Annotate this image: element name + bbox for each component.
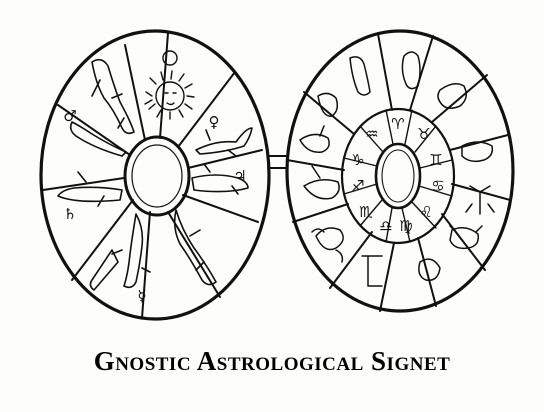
left-signet: ♂ ♀ ♃ ☿ ♄ — [39, 29, 271, 321]
mars-figure-icon — [91, 58, 135, 135]
zodiac-figure-icon — [317, 92, 339, 117]
right-middle-ring — [340, 107, 456, 245]
left-sector-dividers — [42, 32, 263, 319]
goat-icon — [299, 125, 330, 153]
leo-glyph-icon: ♌ — [419, 203, 432, 221]
archer-icon — [303, 165, 340, 200]
solar-figure-icon — [89, 249, 119, 291]
aries-glyph-icon: ♈ — [391, 115, 404, 133]
zodiac-figures — [299, 51, 495, 287]
left-center-ring — [123, 135, 191, 217]
libra-glyph-icon: ♎ — [379, 217, 392, 235]
left-center-inner — [131, 144, 183, 208]
scorpion-icon — [311, 228, 344, 263]
connector-link — [267, 155, 287, 169]
scales-icon — [315, 227, 344, 251]
saturn-symbol-icon: ♄ — [63, 205, 76, 223]
caption-title: Gnostic Astrological Signet — [93, 346, 451, 376]
right-center-ring — [374, 142, 422, 210]
right-inner-dividers — [343, 109, 453, 243]
capricorn-glyph-icon: ♑ — [351, 151, 364, 169]
venus-figure-icon — [195, 127, 253, 157]
jupiter-symbol-icon: ♃ — [233, 167, 246, 185]
crab-icon — [449, 225, 483, 250]
left-outer-ring — [39, 29, 271, 321]
right-outer-ring — [285, 29, 515, 313]
gemini-glyph-icon: ♊ — [429, 151, 442, 169]
mars-symbol-icon: ♂ — [63, 107, 76, 125]
mercury-symbol-icon: ☿ — [137, 287, 146, 305]
venus-symbol-icon: ♀ — [209, 113, 220, 131]
bull-icon — [461, 141, 494, 163]
virgin-icon — [361, 255, 383, 287]
taurus-glyph-icon: ♉ — [417, 125, 430, 143]
fish-icon — [401, 51, 421, 90]
right-center-inner — [381, 149, 415, 203]
scorpio-glyph-icon: ♏ — [359, 203, 373, 221]
twins-icon — [465, 185, 495, 215]
aquarius-glyph-icon: ♒ — [365, 125, 378, 143]
water-bearer-icon — [349, 56, 371, 96]
right-signet: ♈ ♉ ♊ ♋ ♌ ♍ ♎ ♏ ♐ ♑ ♒ — [285, 29, 515, 313]
inner-ring-glyphs: ♈ ♉ ♊ ♋ ♌ ♍ ♎ ♏ ♐ ♑ ♒ — [351, 115, 444, 235]
sagittarius-glyph-icon: ♐ — [351, 177, 364, 195]
cancer-glyph-icon: ♋ — [431, 177, 444, 195]
planetary-figure-icon — [57, 171, 123, 207]
jupiter-figure-icon — [191, 163, 249, 195]
saturn-figure-icon — [173, 209, 217, 286]
virgo-glyph-icon: ♍ — [399, 217, 412, 235]
sun-face-icon — [144, 50, 195, 120]
lion-icon — [418, 258, 441, 281]
signet-engraving: ♂ ♀ ♃ ☿ ♄ — [39, 29, 515, 321]
ram-icon — [437, 83, 467, 109]
luna-figure-icon — [69, 121, 127, 157]
